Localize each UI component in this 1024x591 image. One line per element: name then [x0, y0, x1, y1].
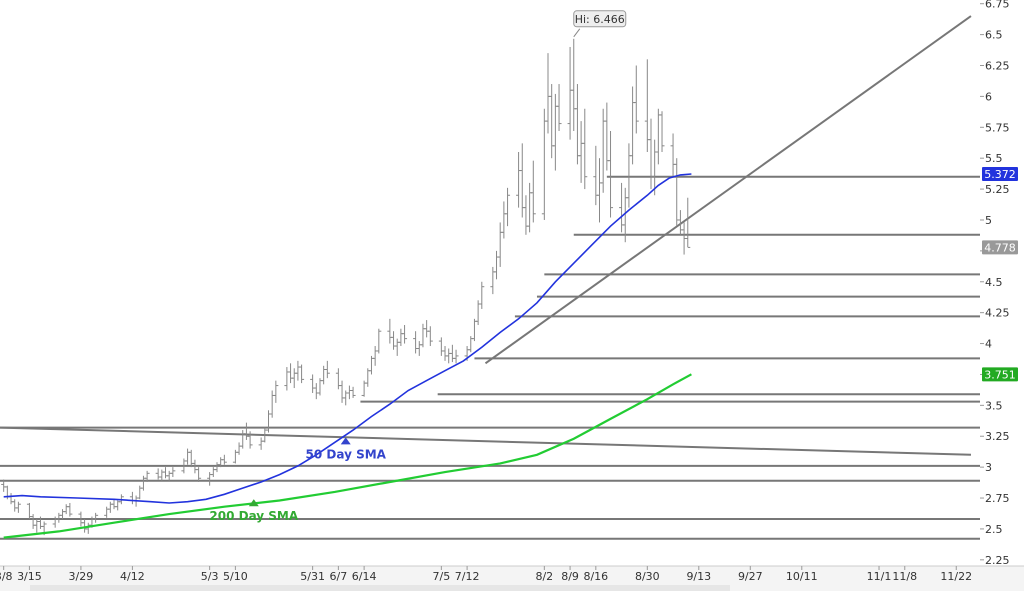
high-callout-pointer — [573, 28, 581, 38]
x-tick-label: 9/13 — [686, 570, 711, 583]
ohlc-bar — [402, 325, 408, 344]
ohlc-bar — [582, 108, 588, 190]
value-badge: 4.778 — [982, 240, 1018, 255]
ohlc-bar — [376, 328, 382, 354]
y-tick-label: 5.5 — [985, 152, 1003, 165]
ohlc-bar — [273, 380, 279, 403]
ohlc-bar — [93, 512, 99, 523]
y-tick-label: 6 — [985, 90, 992, 103]
moving-averages — [3, 173, 692, 539]
x-tick-label: 3/8 — [0, 570, 13, 583]
y-tick-label: 4.5 — [985, 276, 1003, 289]
sma-marker-1 — [248, 499, 259, 507]
trendline-1 — [0, 426, 971, 456]
ohlc-bar — [170, 467, 176, 478]
y-tick-label: 6.25 — [985, 59, 1010, 72]
y-tick-label: 5 — [985, 214, 992, 227]
x-tick-label: 5/10 — [223, 570, 248, 583]
ohlc-bar — [247, 431, 253, 449]
x-tick-label: 11/1 — [867, 570, 892, 583]
x-axis-ticks: 3/8 3/15 3/29 4/12 5/3 5/10 5/31 6/7 6/14 7/5 7/12… — [0, 566, 972, 583]
y-axis-ticks: 2.25 2.5 2.75 3 3.25 3.5 4 4.25 4.5 5 5.25 5.5 5.75 6… — [980, 0, 1010, 567]
y-tick-label: 6.75 — [985, 0, 1010, 11]
y-tick-label: 3.25 — [985, 430, 1010, 443]
ohlc-bar — [350, 386, 356, 398]
x-tick-label: 11/22 — [940, 570, 972, 583]
value-badge: 3.751 — [982, 367, 1018, 382]
sma-labels: 50 Day SMA 200 Day SMA — [209, 437, 387, 523]
y-tick-label: 4 — [985, 338, 992, 351]
x-tick-label: 8/30 — [635, 570, 660, 583]
ohlc-bar — [324, 360, 330, 379]
y-tick-label: 2.75 — [985, 492, 1010, 505]
x-tick-label: 8/16 — [583, 570, 608, 583]
ohlc-bar — [556, 84, 562, 131]
sma-200-line — [3, 373, 692, 539]
x-tick-label: 5/3 — [201, 570, 219, 583]
ohlc-bar — [196, 467, 202, 482]
y-tick-label: 2.5 — [985, 523, 1003, 536]
sma-label-1: 200 Day SMA — [209, 509, 299, 523]
x-tick-label: 10/11 — [786, 570, 818, 583]
ohlc-bar — [15, 501, 21, 513]
value-badge-text: 3.751 — [984, 368, 1016, 381]
value-badge-bg — [982, 240, 1018, 255]
ohlc-bar — [685, 197, 691, 248]
value-badge-text: 4.778 — [984, 241, 1016, 254]
ohlc-bar — [67, 502, 73, 517]
value-badge-text: 5.372 — [984, 168, 1016, 181]
ohlc-bar — [453, 349, 459, 364]
ohlc-bar — [505, 187, 511, 227]
value-badge: 5.372 — [982, 167, 1018, 182]
y-tick-label: 2.25 — [985, 554, 1010, 567]
y-tick-label: 4.25 — [985, 307, 1010, 320]
y-tick-label: 3.5 — [985, 399, 1003, 412]
x-tick-label: 8/2 — [535, 570, 553, 583]
trendline-0 — [484, 15, 972, 365]
x-tick-label: 5/31 — [300, 570, 325, 583]
sma-label-0: 50 Day SMA — [306, 447, 387, 461]
x-tick-label: 9/27 — [738, 570, 763, 583]
ohlc-bar — [299, 364, 305, 384]
high-callout-text: Hi: 6.466 — [575, 13, 625, 26]
value-badge-bg — [982, 367, 1018, 382]
ohlc-bar — [221, 454, 227, 465]
value-badge-bg — [982, 167, 1018, 182]
value-badges: 5.372 4.778 3.751 — [982, 167, 1018, 382]
x-tick-label: 7/12 — [455, 570, 480, 583]
ohlc-bar — [144, 470, 150, 482]
x-tick-label: 6/14 — [352, 570, 377, 583]
y-tick-label: 5.75 — [985, 121, 1010, 134]
trendlines — [0, 15, 972, 456]
high-callout: Hi: 6.466 — [573, 10, 627, 38]
ohlc-bar — [659, 111, 665, 153]
high-callout-box — [573, 10, 627, 28]
ohlc-bar — [633, 65, 639, 134]
sma-marker-0 — [340, 437, 351, 445]
y-tick-label: 5.25 — [985, 183, 1010, 196]
scrollbar-track[interactable] — [30, 585, 730, 591]
x-tick-label: 11/8 — [892, 570, 917, 583]
x-tick-label: 3/29 — [69, 570, 94, 583]
support-resistance-lines — [0, 175, 980, 540]
ohlc-bar — [530, 160, 536, 223]
y-tick-label: 6.5 — [985, 29, 1003, 42]
y-tick-label: 3 — [985, 461, 992, 474]
ohlc-bar — [479, 281, 485, 309]
ohlc-bar — [608, 130, 614, 218]
x-tick-label: 8/9 — [561, 570, 579, 583]
sma-50-line — [3, 173, 692, 504]
x-tick-label: 6/7 — [330, 570, 348, 583]
x-tick-label: 7/5 — [432, 570, 450, 583]
ohlc-bars — [1, 38, 691, 536]
ohlc-bar — [427, 326, 433, 347]
x-tick-label: 4/12 — [120, 570, 145, 583]
x-tick-label: 3/15 — [17, 570, 42, 583]
